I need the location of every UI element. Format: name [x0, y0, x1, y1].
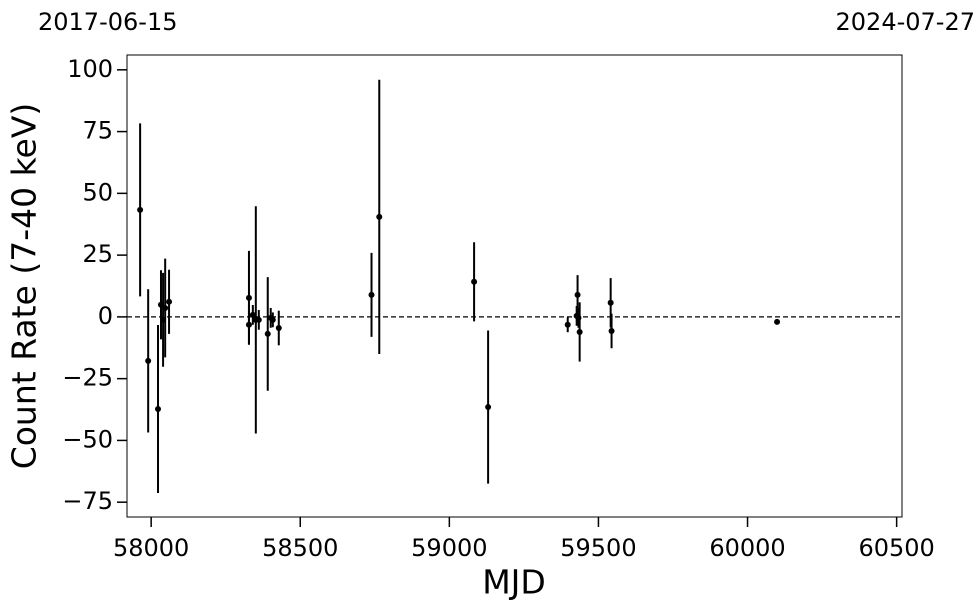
y-tick-label: 100	[67, 55, 113, 83]
y-axis-label: Count Rate (7-40 keV)	[5, 103, 44, 470]
y-tick-label: 50	[82, 178, 113, 206]
end-date-label: 2024-07-27	[836, 8, 975, 36]
data-point	[145, 357, 152, 364]
x-tick-label: 60000	[709, 534, 785, 562]
data-point	[245, 294, 252, 301]
x-tick-label: 59000	[411, 534, 487, 562]
data-point	[774, 318, 781, 325]
data-point	[376, 213, 383, 220]
data-point	[137, 206, 144, 213]
data-point	[269, 316, 276, 323]
x-tick-label: 59500	[560, 534, 636, 562]
y-tick-label: 75	[82, 117, 113, 145]
start-date-label: 2017-06-15	[38, 8, 177, 36]
data-point	[608, 327, 615, 334]
data-point	[607, 299, 614, 306]
data-point	[255, 316, 262, 323]
data-point	[368, 291, 375, 298]
y-tick-label: −75	[62, 487, 113, 515]
data-point	[264, 330, 271, 337]
data-point	[564, 321, 571, 328]
x-tick-label: 58000	[113, 534, 189, 562]
data-point	[245, 321, 252, 328]
y-tick-label: 25	[82, 240, 113, 268]
y-tick-label: 0	[98, 302, 113, 330]
x-tick-label: 60500	[858, 534, 934, 562]
plot-frame	[126, 54, 903, 518]
data-point	[162, 304, 169, 311]
y-tick-label: −25	[62, 364, 113, 392]
data-point	[275, 325, 282, 331]
data-point	[155, 406, 162, 413]
x-tick-label: 58500	[262, 534, 338, 562]
data-point	[576, 328, 583, 335]
data-point	[166, 298, 173, 305]
data-point	[249, 311, 256, 318]
y-tick-label: −50	[62, 425, 113, 453]
data-point	[574, 291, 581, 298]
data-point	[485, 404, 492, 411]
x-axis-label: MJD	[482, 563, 546, 602]
data-point	[471, 278, 478, 285]
